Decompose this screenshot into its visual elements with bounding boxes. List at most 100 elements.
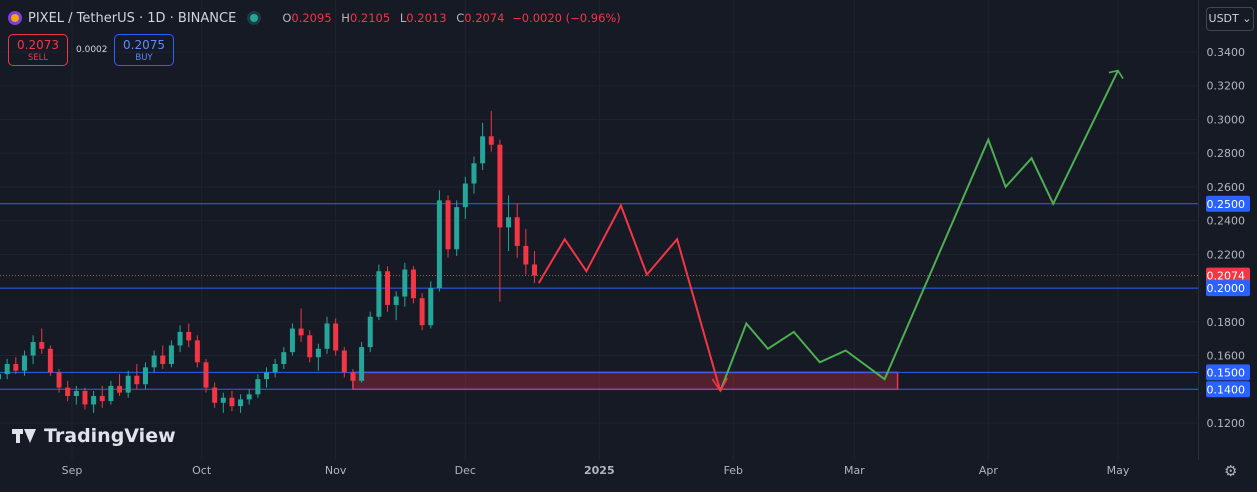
candle-body [220, 397, 226, 403]
price-label-text: 0.2500 [1207, 198, 1246, 211]
price-label-badge [1206, 267, 1250, 284]
sell-button[interactable]: 0.2073 SELL [8, 34, 68, 66]
candle-body [523, 245, 529, 265]
chevron-down-icon: ⌄ [1238, 12, 1252, 25]
candle-body [419, 298, 425, 326]
candle-body [203, 362, 209, 388]
candle-body [333, 323, 339, 351]
candle-body [21, 355, 27, 371]
candle-body [117, 385, 123, 393]
currency-label: USDT [1208, 12, 1239, 25]
candle-body [462, 183, 468, 208]
ohlc-values: O0.2095 H0.2105 L0.2013 C0.2074 −0.0020 … [276, 11, 620, 25]
grid-lines [0, 0, 1198, 460]
candle-body [385, 271, 391, 305]
candle-body [307, 335, 313, 358]
candle-body [289, 328, 295, 353]
candle-body [30, 342, 36, 356]
candle-body [436, 200, 442, 289]
currency-dropdown[interactable]: USDT ⌄ [1206, 7, 1254, 31]
candle-body [91, 396, 97, 405]
candle-body [229, 397, 235, 407]
candle-body [246, 394, 252, 400]
candle-body [410, 269, 416, 299]
projection-up-path [719, 70, 1119, 392]
price-tick-label: 0.3200 [1207, 80, 1246, 93]
support-zone-rect [352, 371, 899, 391]
price-label-badge [1206, 195, 1250, 212]
symbol-header[interactable]: PIXEL / TetherUS · 1D · BINANCE O0.2095 … [8, 7, 621, 29]
candle-body [134, 375, 140, 385]
low-label: L [399, 11, 407, 25]
tradingview-mark-icon [12, 428, 38, 444]
price-label-text: 0.1400 [1207, 383, 1246, 396]
price-tick-label: 0.3000 [1207, 113, 1246, 126]
time-tick-label: Sep [62, 464, 83, 477]
candle-body [264, 372, 270, 380]
candle-body [99, 396, 105, 402]
candle-body [125, 375, 131, 393]
candle-body [514, 217, 520, 246]
candle-body [238, 399, 244, 407]
support-zone [352, 371, 899, 391]
price-label-badge [1206, 381, 1250, 398]
buy-button[interactable]: 0.2075 BUY [114, 34, 174, 66]
price-label-text: 0.2000 [1207, 282, 1246, 295]
time-tick-label: May [1107, 464, 1130, 477]
candle-body [350, 372, 356, 381]
candle-body [531, 264, 537, 276]
time-tick-label: 2025 [584, 464, 615, 477]
candle-body [194, 340, 200, 363]
candle-body [0, 374, 2, 380]
candle-body [281, 352, 287, 364]
candle-body [142, 367, 148, 385]
price-axis-border [1198, 0, 1199, 460]
candle-body [47, 348, 53, 373]
candle-body [480, 136, 486, 164]
price-label-badge [1206, 280, 1250, 297]
price-tick-label: 0.2200 [1207, 248, 1246, 261]
candle-body [13, 363, 19, 371]
symbol-title[interactable]: PIXEL / TetherUS · 1D · BINANCE [28, 10, 237, 26]
sell-price: 0.2073 [17, 38, 59, 52]
candle-body [298, 328, 304, 336]
price-tick-label: 0.2400 [1207, 215, 1246, 228]
close-value: 0.2074 [464, 11, 505, 25]
high-value: 0.2105 [349, 11, 391, 25]
candle-body [376, 271, 382, 317]
price-axis[interactable]: 0.3400 0.3200 0.3000 0.2800 0.2600 0.2400 0.22… [1206, 46, 1250, 430]
candle-body [82, 390, 88, 405]
open-label: O [282, 11, 292, 25]
candle-body [341, 350, 347, 373]
time-tick-label: Oct [192, 464, 212, 477]
change-value: −0.0020 (−0.96%) [512, 11, 621, 25]
gear-icon[interactable]: ⚙ [1224, 462, 1238, 480]
tradingview-wordmark: TradingView [44, 425, 176, 447]
candle-body [73, 390, 79, 397]
candle-body [454, 207, 460, 250]
sell-label: SELL [27, 53, 49, 63]
candle-body [4, 363, 10, 375]
price-tick-label: 0.1800 [1207, 316, 1246, 329]
time-tick-label: Apr [979, 464, 999, 477]
price-tick-label: 0.1200 [1207, 417, 1246, 430]
candle-body [272, 363, 278, 373]
price-tick-label: 0.2600 [1207, 181, 1246, 194]
price-tick-label: 0.3400 [1207, 46, 1246, 59]
candles [0, 111, 537, 413]
time-tick-label: Feb [724, 464, 743, 477]
price-label-badge [1206, 364, 1250, 381]
open-value: 0.2095 [291, 11, 332, 25]
market-status-icon[interactable] [250, 14, 259, 22]
candle-body [186, 331, 192, 341]
candle-body [255, 379, 261, 395]
candle-body [324, 323, 330, 349]
low-value: 0.2013 [406, 11, 447, 25]
coin-logo-icon [8, 11, 22, 25]
price-tick-label: 0.1600 [1207, 350, 1246, 363]
time-axis[interactable]: Sep Oct Nov Dec 2025 Feb Mar Apr May [62, 464, 1130, 477]
candle-body [367, 316, 373, 348]
candle-body [168, 345, 174, 364]
